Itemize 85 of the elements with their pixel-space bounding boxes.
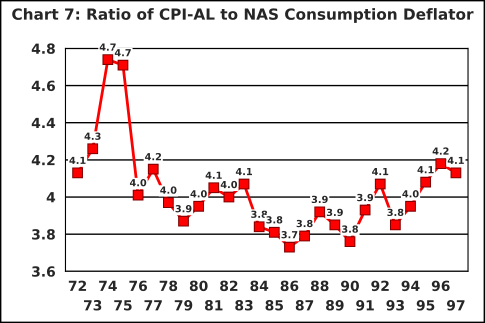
data-label: 4.7 bbox=[114, 49, 131, 56]
point bbox=[390, 220, 401, 230]
data-label: 4.1 bbox=[448, 156, 464, 164]
data-label: 4.3 bbox=[84, 132, 101, 140]
point bbox=[405, 200, 416, 212]
data-label: 3.9 bbox=[357, 194, 374, 202]
x-tick-label: 81 bbox=[204, 300, 222, 311]
data-label: 4.0 bbox=[220, 180, 238, 188]
y-tick-label: 4.6 bbox=[32, 80, 56, 92]
data-label: 4.1 bbox=[206, 172, 222, 179]
y-tick-label: 4.8 bbox=[32, 43, 55, 54]
x-tick-label: 87 bbox=[296, 300, 314, 311]
y-tick-label: 3.6 bbox=[32, 266, 56, 277]
data-label: 4.2 bbox=[432, 147, 449, 155]
data-label: 4.0 bbox=[402, 190, 419, 198]
x-tick-label: 93 bbox=[386, 300, 404, 311]
point bbox=[238, 178, 250, 190]
x-tick-label: 78 bbox=[160, 280, 178, 292]
point bbox=[360, 204, 370, 216]
point bbox=[254, 221, 265, 232]
point bbox=[87, 143, 98, 154]
x-tick-label: 72 bbox=[68, 280, 86, 291]
x-tick-label: 88 bbox=[310, 280, 329, 292]
point bbox=[193, 200, 204, 212]
point bbox=[102, 54, 114, 65]
point bbox=[132, 190, 144, 201]
x-tick-label: 73 bbox=[84, 300, 102, 311]
data-label: 4.1 bbox=[372, 168, 388, 176]
data-label: 3.8 bbox=[387, 208, 404, 216]
point bbox=[344, 236, 356, 247]
point bbox=[284, 242, 295, 253]
point bbox=[148, 164, 159, 175]
x-tick-label: 94 bbox=[402, 280, 420, 292]
x-tick-label: 96 bbox=[432, 280, 450, 292]
data-label: 4.1 bbox=[417, 166, 434, 174]
x-tick-label: 91 bbox=[356, 300, 374, 311]
x-tick-label: 86 bbox=[280, 280, 298, 292]
data-label: 4.1 bbox=[69, 156, 86, 164]
data-label: 3.9 bbox=[326, 208, 343, 216]
x-tick-label: 85 bbox=[266, 300, 284, 311]
data-label: 4.0 bbox=[130, 178, 146, 186]
point bbox=[299, 230, 310, 242]
point bbox=[420, 176, 432, 188]
point bbox=[178, 216, 189, 227]
x-tick-label: 75 bbox=[114, 300, 132, 311]
point bbox=[329, 220, 340, 230]
y-tick-label: 4.4 bbox=[32, 118, 56, 128]
data-label: 3.8 bbox=[342, 225, 358, 233]
x-tick-label: 90 bbox=[341, 280, 359, 292]
chart-title: Chart 7: Ratio of CPI-AL to NAS Consumption Deflator bbox=[12, 8, 474, 23]
y-tick-label: 4.2 bbox=[32, 154, 55, 166]
x-tick-label: 83 bbox=[235, 300, 253, 311]
data-label: 4.0 bbox=[160, 186, 177, 194]
x-tick-label: 92 bbox=[371, 280, 389, 292]
x-tick-label: 76 bbox=[129, 280, 148, 292]
point bbox=[208, 182, 220, 194]
data-label: 3.7 bbox=[281, 230, 298, 238]
data-label: 3.8 bbox=[296, 220, 313, 228]
data-label: 3.9 bbox=[312, 196, 328, 204]
x-tick-label: 89 bbox=[326, 300, 344, 311]
data-label: 4.2 bbox=[145, 152, 162, 160]
point bbox=[72, 168, 83, 178]
data-label: 4.7 bbox=[100, 44, 116, 51]
point bbox=[450, 168, 462, 178]
x-tick-label: 97 bbox=[446, 300, 464, 311]
x-tick-label: 77 bbox=[144, 300, 162, 310]
data-label: 3.8 bbox=[266, 216, 282, 224]
x-tick-label: 80 bbox=[190, 280, 208, 292]
data-label: 3.9 bbox=[176, 204, 192, 212]
x-tick-label: 95 bbox=[416, 300, 434, 311]
data-label: 4.0 bbox=[190, 190, 207, 198]
point bbox=[314, 206, 326, 218]
point bbox=[224, 192, 234, 202]
point bbox=[374, 178, 386, 190]
point bbox=[268, 226, 280, 238]
point bbox=[435, 158, 446, 169]
x-tick-label: 84 bbox=[250, 280, 268, 292]
data-label: 4.1 bbox=[236, 168, 252, 176]
y-tick-label: 4 bbox=[46, 192, 56, 202]
x-tick-label: 74 bbox=[99, 280, 117, 291]
point bbox=[163, 197, 174, 208]
y-tick-label: 3.8 bbox=[32, 229, 55, 240]
x-tick-label: 79 bbox=[174, 300, 192, 311]
point bbox=[118, 60, 128, 71]
x-tick-label: 82 bbox=[220, 280, 238, 292]
